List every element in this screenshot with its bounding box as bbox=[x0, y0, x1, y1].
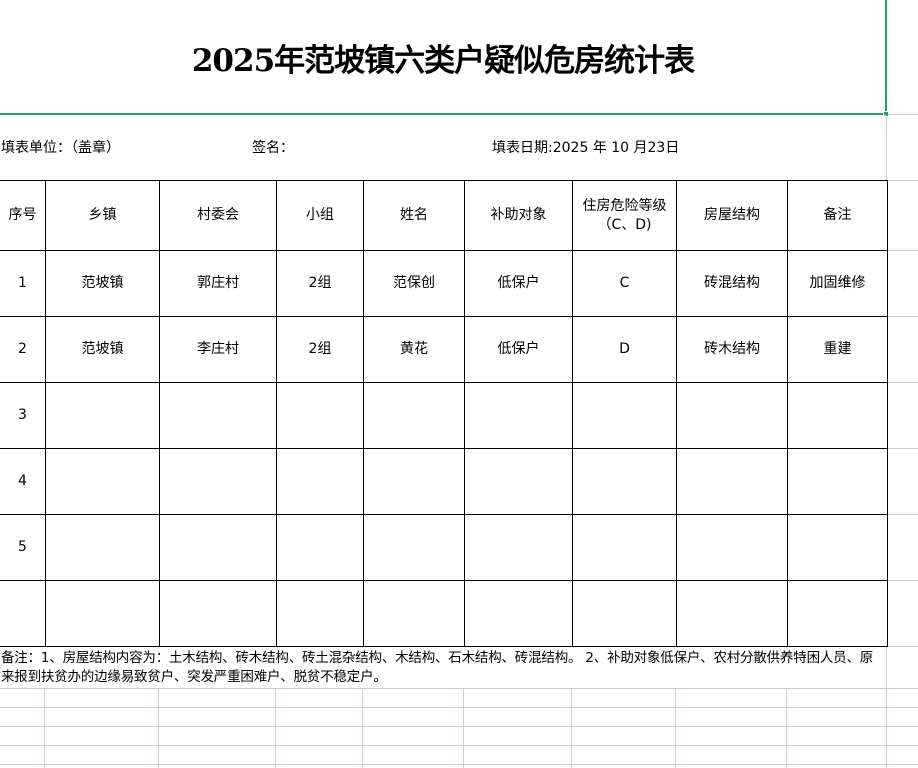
table-cell[interactable]: 砖混结构 bbox=[676, 250, 788, 317]
table-row: 1 范坡镇 郭庄村 2组 范保创 低保户 C 砖混结构 加固维修 bbox=[0, 250, 888, 317]
table-cell[interactable] bbox=[676, 448, 788, 515]
table-cell[interactable] bbox=[276, 448, 364, 515]
table-cell[interactable] bbox=[363, 514, 465, 581]
cell-selection-border bbox=[885, 0, 887, 115]
table-cell[interactable] bbox=[159, 448, 277, 515]
table-cell[interactable]: 低保户 bbox=[464, 250, 573, 317]
table-cell[interactable]: 李庄村 bbox=[159, 316, 277, 383]
table-cell[interactable] bbox=[676, 382, 788, 449]
table-row bbox=[0, 580, 888, 647]
table-cell[interactable] bbox=[159, 580, 277, 647]
gridline bbox=[0, 726, 918, 727]
gridline bbox=[0, 764, 918, 765]
table-cell[interactable] bbox=[787, 514, 888, 581]
table-cell[interactable]: 黄花 bbox=[363, 316, 465, 383]
fill-handle[interactable] bbox=[883, 111, 889, 117]
table-cell[interactable]: 2组 bbox=[276, 316, 364, 383]
data-table: 序号 乡镇 村委会 小组 姓名 补助对象 住房危险等级 （C、D) 房屋结构 备注 1 范坡镇 郭庄村… bbox=[0, 180, 888, 647]
fill-date-label[interactable]: 填表日期:2025 年 10 月23日 bbox=[492, 140, 680, 156]
table-cell[interactable] bbox=[464, 580, 573, 647]
table-cell[interactable] bbox=[159, 514, 277, 581]
table-cell[interactable] bbox=[676, 580, 788, 647]
signature-label[interactable]: 签名： bbox=[252, 140, 294, 156]
table-cell[interactable]: 郭庄村 bbox=[159, 250, 277, 317]
header-cell[interactable]: 小组 bbox=[276, 180, 364, 251]
table-cell[interactable]: 4 bbox=[0, 448, 46, 515]
table-cell[interactable]: 低保户 bbox=[464, 316, 573, 383]
gridline bbox=[0, 688, 918, 689]
header-row: 序号 乡镇 村委会 小组 姓名 补助对象 住房危险等级 （C、D) 房屋结构 备注 bbox=[0, 180, 888, 251]
table-cell[interactable] bbox=[363, 580, 465, 647]
table-cell[interactable] bbox=[276, 382, 364, 449]
info-row: 填表单位：（盖章） 签名： 填表日期:2025 年 10 月23日 bbox=[0, 115, 886, 180]
header-cell[interactable]: 乡镇 bbox=[45, 180, 160, 251]
gridline bbox=[0, 745, 918, 746]
fill-unit-label[interactable]: 填表单位：（盖章） bbox=[1, 140, 120, 156]
footnote[interactable]: 备注：1、房屋结构内容为：土木结构、砖木结构、砖土混杂结构、木结构、石木结构、砖… bbox=[0, 647, 886, 688]
table-cell[interactable]: D bbox=[572, 316, 677, 383]
table-cell[interactable] bbox=[787, 580, 888, 647]
table-cell[interactable] bbox=[572, 448, 677, 515]
table-cell[interactable]: 1 bbox=[0, 250, 46, 317]
table-cell[interactable] bbox=[363, 382, 465, 449]
table-cell[interactable] bbox=[45, 382, 160, 449]
table-cell[interactable] bbox=[572, 514, 677, 581]
table-cell[interactable] bbox=[572, 580, 677, 647]
header-cell[interactable]: 补助对象 bbox=[464, 180, 573, 251]
table-row: 5 bbox=[0, 514, 888, 581]
table-cell[interactable] bbox=[464, 382, 573, 449]
table-row: 2 范坡镇 李庄村 2组 黄花 低保户 D 砖木结构 重建 bbox=[0, 316, 888, 383]
table-cell[interactable]: 2 bbox=[0, 316, 46, 383]
table-cell[interactable] bbox=[464, 448, 573, 515]
header-cell[interactable]: 姓名 bbox=[363, 180, 465, 251]
table-cell[interactable] bbox=[276, 514, 364, 581]
table-cell[interactable]: 加固维修 bbox=[787, 250, 888, 317]
cell-selection-border bbox=[0, 113, 887, 115]
table-cell[interactable]: 重建 bbox=[787, 316, 888, 383]
table-cell[interactable]: 3 bbox=[0, 382, 46, 449]
header-cell[interactable]: 村委会 bbox=[159, 180, 277, 251]
table-cell[interactable] bbox=[45, 448, 160, 515]
table-row: 4 bbox=[0, 448, 888, 515]
sheet-title[interactable]: 2025年范坡镇六类户疑似危房统计表 bbox=[0, 0, 886, 114]
table-cell[interactable] bbox=[676, 514, 788, 581]
table-cell[interactable] bbox=[572, 382, 677, 449]
table-row: 3 bbox=[0, 382, 888, 449]
table-cell[interactable]: 范保创 bbox=[363, 250, 465, 317]
table-cell[interactable] bbox=[276, 580, 364, 647]
table-cell[interactable] bbox=[45, 514, 160, 581]
table-cell[interactable]: C bbox=[572, 250, 677, 317]
header-cell[interactable]: 备注 bbox=[787, 180, 888, 251]
header-cell[interactable]: 序号 bbox=[0, 180, 46, 251]
table-cell[interactable] bbox=[787, 448, 888, 515]
table-cell[interactable] bbox=[464, 514, 573, 581]
table-cell[interactable] bbox=[363, 448, 465, 515]
gridline bbox=[0, 707, 918, 708]
table-cell[interactable]: 范坡镇 bbox=[45, 250, 160, 317]
table-cell[interactable] bbox=[159, 382, 277, 449]
header-cell[interactable]: 房屋结构 bbox=[676, 180, 788, 251]
table-cell[interactable] bbox=[787, 382, 888, 449]
table-cell[interactable] bbox=[45, 580, 160, 647]
table-cell[interactable]: 5 bbox=[0, 514, 46, 581]
table-cell[interactable]: 砖木结构 bbox=[676, 316, 788, 383]
header-cell[interactable]: 住房危险等级 （C、D) bbox=[572, 180, 677, 251]
table-cell[interactable] bbox=[0, 580, 46, 647]
table-cell[interactable]: 2组 bbox=[276, 250, 364, 317]
table-cell[interactable]: 范坡镇 bbox=[45, 316, 160, 383]
